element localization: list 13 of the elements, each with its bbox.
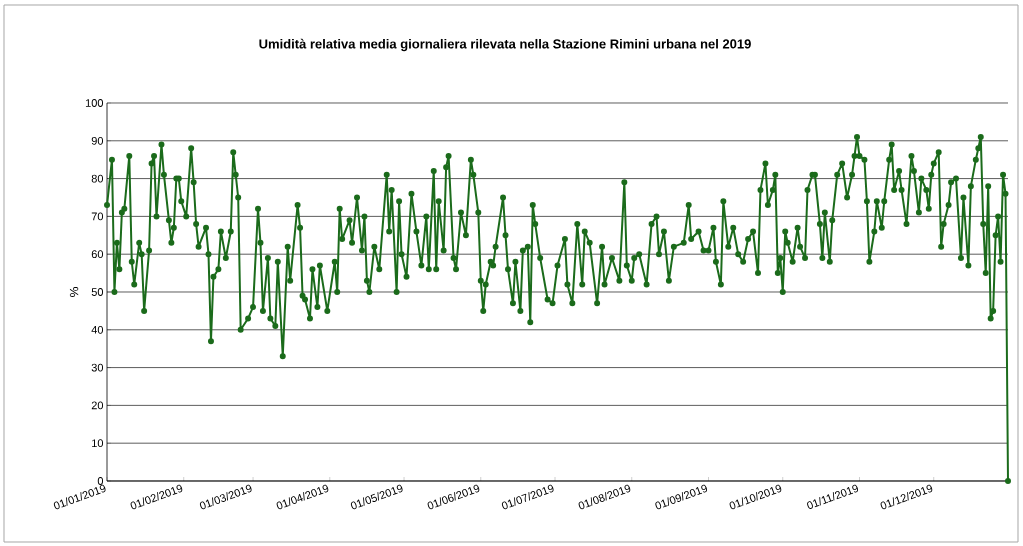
y-tick-label: 0 [97, 477, 104, 485]
y-tick-label: 20 [91, 401, 104, 410]
y-tick-label: 90 [91, 136, 104, 145]
y-tick-label: 10 [92, 439, 104, 448]
chart-title: Umidità relativa media giornaliera rilevata nella Stazione Rimini urbana nel 2019 [259, 38, 751, 52]
y-tick-label: 40 [91, 325, 104, 334]
y-tick-label: 70 [91, 212, 104, 221]
y-axis-title: % [69, 287, 79, 297]
y-tick-label: 80 [91, 174, 104, 183]
y-tick-label: 50 [91, 288, 104, 296]
y-tick-label: 30 [91, 363, 104, 372]
y-tick-label: 100 [85, 99, 104, 107]
y-tick-label: 60 [91, 250, 104, 259]
